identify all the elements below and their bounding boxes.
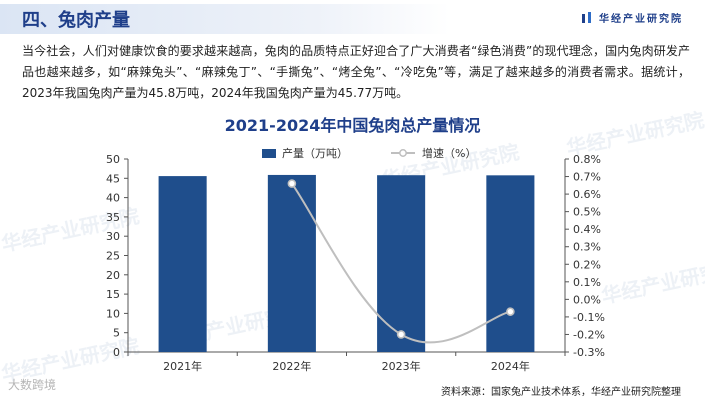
y-left-tick-label: 0 — [113, 346, 120, 359]
bar-production-2024年 — [486, 175, 535, 352]
y-right-tick-label: 0.3% — [573, 241, 601, 254]
source-note: 资料来源：国家兔产业技术体系，华经产业研究院整理 — [441, 387, 681, 398]
corner-logo: 大数跨境 — [8, 378, 57, 392]
x-tick-label: 2023年 — [382, 359, 421, 373]
y-left-tick-label: 40 — [106, 192, 120, 205]
legend-label-growth: 增速（%） — [422, 147, 477, 160]
y-left-tick-label: 50 — [106, 153, 120, 166]
header-bar — [0, 4, 450, 34]
y-right-tick-label: 0.8% — [573, 153, 601, 166]
brand-name: 华经产业研究院 — [599, 14, 683, 25]
x-tick-label: 2024年 — [491, 359, 530, 373]
y-right-tick-label: 0.5% — [573, 206, 601, 219]
growth-point-2024年 — [506, 307, 515, 316]
y-left-tick-label: 20 — [106, 269, 120, 282]
y-left-tick-label: 5 — [113, 327, 120, 340]
growth-point-2023年 — [396, 330, 406, 339]
y-left-tick-label: 15 — [106, 288, 120, 301]
brand-logo-icon — [582, 11, 591, 23]
y-left-tick-label: 30 — [106, 230, 120, 243]
y-right-tick-label: -0.3% — [573, 346, 605, 359]
header: 四、兔肉产量 华经产业研究院 — [0, 0, 705, 36]
y-left-tick-label: 35 — [106, 211, 120, 224]
legend-label-production: 产量（万吨） — [282, 147, 348, 160]
page-title: 四、兔肉产量 — [22, 10, 130, 31]
brand: 华经产业研究院 — [581, 10, 683, 25]
legend-line-swatch — [391, 149, 415, 157]
legend-bar-swatch — [262, 148, 276, 158]
bar-production-2021年 — [158, 176, 207, 352]
chart-legend: 产量（万吨） 增速（%） — [262, 145, 476, 161]
x-tick-label: 2021年 — [163, 359, 202, 373]
y-right-tick-label: 0.4% — [573, 223, 601, 236]
x-tick-label: 2022年 — [272, 359, 311, 373]
y-right-tick-label: -0.1% — [573, 311, 605, 324]
bar-production-2023年 — [377, 175, 426, 352]
y-left-tick-label: 45 — [106, 172, 120, 185]
y-left-tick-label: 10 — [106, 307, 120, 320]
legend-item-growth: 增速（%） — [390, 145, 476, 161]
y-right-tick-label: 0.6% — [573, 188, 601, 201]
y-right-tick-label: -0.2% — [573, 328, 605, 341]
legend-item-production: 产量（万吨） — [262, 145, 348, 161]
bar-production-2022年 — [267, 174, 316, 352]
intro-paragraph: 当今社会，人们对健康饮食的要求越来越高，兔肉的品质特点正好迎合了广大消费者“绿色… — [22, 44, 690, 100]
y-left-tick-label: 25 — [106, 250, 120, 263]
y-right-tick-label: 0.2% — [573, 258, 601, 271]
y-right-tick-label: 0.0% — [573, 293, 601, 306]
chart-title: 2021-2024年中国兔肉总产量情况 — [224, 116, 481, 135]
growth-point-2022年 — [287, 179, 297, 188]
y-right-tick-label: 0.1% — [573, 276, 601, 289]
y-right-tick-label: 0.7% — [573, 171, 601, 184]
